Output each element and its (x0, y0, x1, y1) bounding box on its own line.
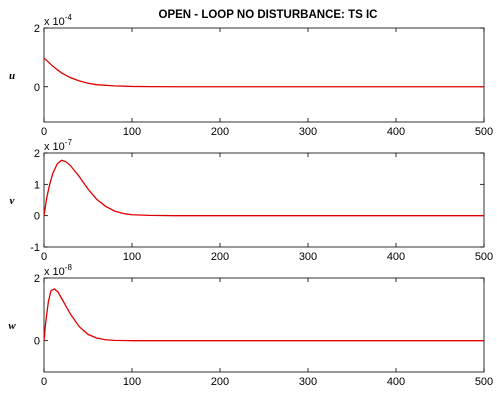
y-axis-label: v (10, 195, 15, 207)
x-tick-label: 100 (123, 126, 141, 138)
scale-factor: x 10-4 (44, 13, 72, 28)
series-line (43, 288, 484, 342)
x-tick-label: 300 (299, 376, 317, 388)
x-tick-label: 500 (475, 126, 493, 138)
x-tick-label: 400 (387, 251, 405, 263)
series-line (43, 159, 484, 217)
scale-base: x 10 (44, 141, 65, 153)
x-tick-label: 200 (211, 376, 229, 388)
axes-box (43, 277, 485, 373)
x-tick-label: 500 (475, 376, 493, 388)
scale-factor: x 10-7 (44, 138, 72, 153)
x-tick-label: 0 (41, 126, 47, 138)
x-tick-label: 200 (211, 126, 229, 138)
y-tick-label: 2 (34, 273, 40, 285)
x-tick-label: 200 (211, 251, 229, 263)
y-tick-label: -1 (30, 242, 40, 254)
figure-title: OPEN - LOOP NO DISTURBANCE: TS IC (159, 9, 378, 21)
subplot-u: 0 100 200 300 400 500 0 2 x 10-4 u (9, 13, 493, 138)
y-axis-label: w (8, 320, 16, 332)
y-tick-label: 2 (34, 148, 40, 160)
scale-exponent: -8 (65, 263, 73, 272)
axes-box (43, 152, 485, 248)
series-line (43, 57, 484, 88)
x-tick-label: 500 (475, 251, 493, 263)
scale-exponent: -7 (65, 138, 73, 147)
scale-factor: x 10-8 (44, 263, 72, 278)
x-tick-label: 300 (299, 126, 317, 138)
scale-base: x 10 (44, 266, 65, 278)
y-tick-label: 0 (34, 211, 40, 223)
y-tick-label: 0 (34, 336, 40, 348)
scale-exponent: -4 (65, 13, 73, 22)
x-tick-label: 400 (387, 376, 405, 388)
subplot-w: 0 100 200 300 400 500 0 2 x 10-8 w (8, 263, 493, 388)
y-tick-label: 2 (34, 23, 40, 35)
x-tick-label: 100 (123, 376, 141, 388)
x-tick-label: 0 (41, 376, 47, 388)
y-tick-label: 0 (34, 82, 40, 94)
y-axis-label: u (9, 70, 15, 82)
x-tick-label: 400 (387, 126, 405, 138)
scale-base: x 10 (44, 16, 65, 28)
x-tick-label: 300 (299, 251, 317, 263)
x-tick-label: 0 (41, 251, 47, 263)
y-tick-label: 1 (34, 179, 40, 191)
axes-box (43, 27, 485, 123)
x-tick-label: 100 (123, 251, 141, 263)
